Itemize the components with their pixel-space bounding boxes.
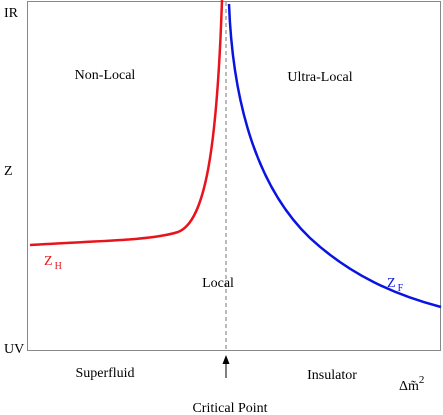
region-center: Local (202, 276, 234, 291)
region-right: Ultra-Local (287, 70, 352, 85)
phase-right: Insulator (307, 368, 357, 383)
axis-bottom: UV (4, 342, 24, 357)
curve-zh (29, 0, 224, 247)
x-axis-label: Δm̃2 (399, 374, 424, 394)
marker-arrowhead (222, 355, 230, 364)
label-zh-sub: H (55, 261, 62, 272)
marker-label: Critical Point (192, 401, 267, 415)
axis-top: IR (4, 6, 19, 21)
label-zf-sub: F (398, 283, 404, 294)
x-symbol: Δm̃ (399, 379, 419, 394)
label-zf-symbol: Z (387, 276, 396, 291)
curve-zf (227, 3, 442, 309)
axis-middle: Z (4, 164, 13, 179)
region-left: Non-Local (75, 68, 136, 83)
x-superscript: 2 (419, 374, 425, 386)
label-zh-symbol: Z (44, 254, 53, 269)
phase-left: Superfluid (75, 366, 134, 381)
frame (27, 1, 441, 351)
